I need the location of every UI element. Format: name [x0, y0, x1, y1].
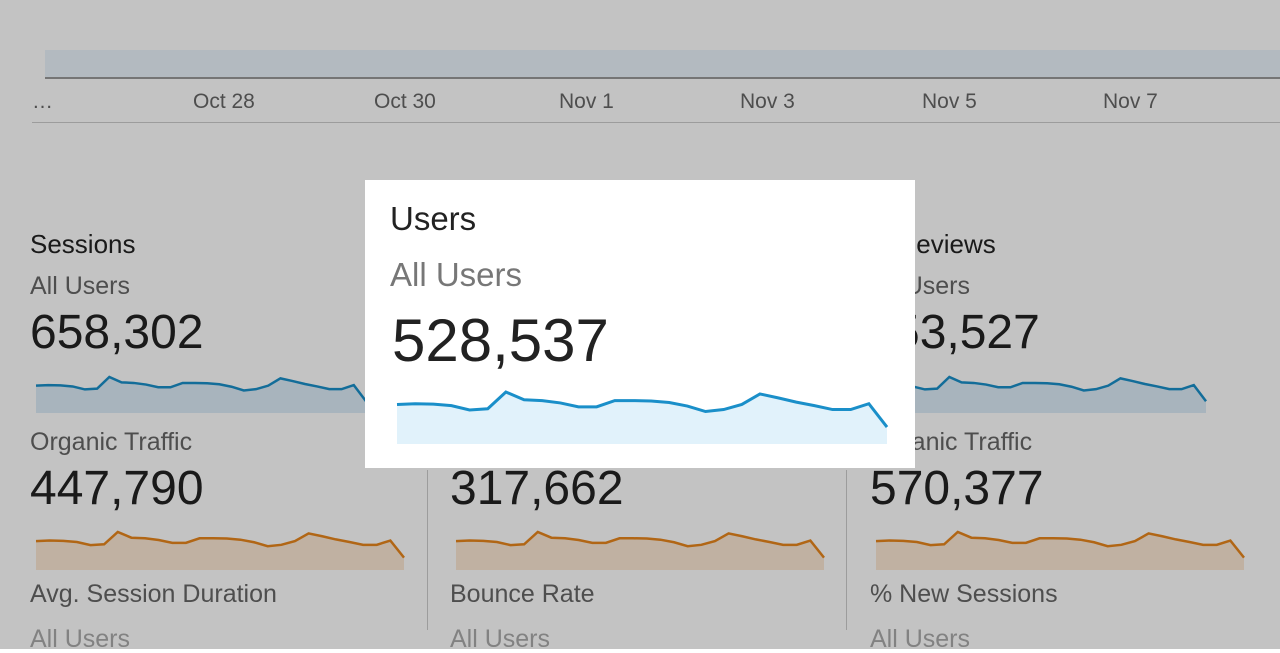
axis-label: … — [32, 90, 53, 113]
metric-title: Sessions — [30, 229, 136, 259]
axis-label: Nov 5 — [922, 90, 977, 113]
sparkline — [35, 375, 367, 413]
axis-label: Nov 1 — [559, 90, 614, 113]
divider — [32, 122, 1280, 123]
sparkline — [875, 530, 1245, 570]
metric-value: 570,377 — [870, 462, 1044, 515]
metric-value: 658,302 — [30, 306, 204, 359]
metric-value: 53,527 — [893, 306, 1040, 359]
card-value: 528,537 — [392, 307, 609, 374]
metric-title: Organic Traffic — [30, 428, 193, 456]
sparkline — [875, 375, 1207, 413]
timeline-chart — [45, 50, 1280, 79]
segment-label: All Users — [30, 272, 131, 300]
axis-label: Oct 30 — [374, 90, 436, 113]
divider — [846, 470, 847, 630]
sparkline — [396, 390, 889, 444]
metric-value: 317,662 — [450, 462, 624, 515]
segment-label: All Users — [450, 625, 551, 653]
axis-label: Oct 28 — [193, 90, 255, 113]
metric-value: 447,790 — [30, 462, 204, 515]
sparkline — [35, 530, 405, 570]
axis-label: Nov 7 — [1103, 90, 1158, 113]
metric-title: Avg. Session Duration — [30, 580, 277, 608]
card-segment: All Users — [390, 256, 523, 293]
metric-title: % New Sessions — [870, 580, 1058, 608]
metric-title: Bounce Rate — [450, 580, 595, 608]
highlight-card: Users All Users 528,537 — [365, 180, 915, 468]
segment-label: All Users — [30, 625, 131, 653]
segment-label: All Users — [870, 625, 971, 653]
axis-label: Nov 3 — [740, 90, 795, 113]
sparkline — [455, 530, 825, 570]
divider — [427, 470, 428, 630]
card-title: Users — [390, 200, 477, 237]
